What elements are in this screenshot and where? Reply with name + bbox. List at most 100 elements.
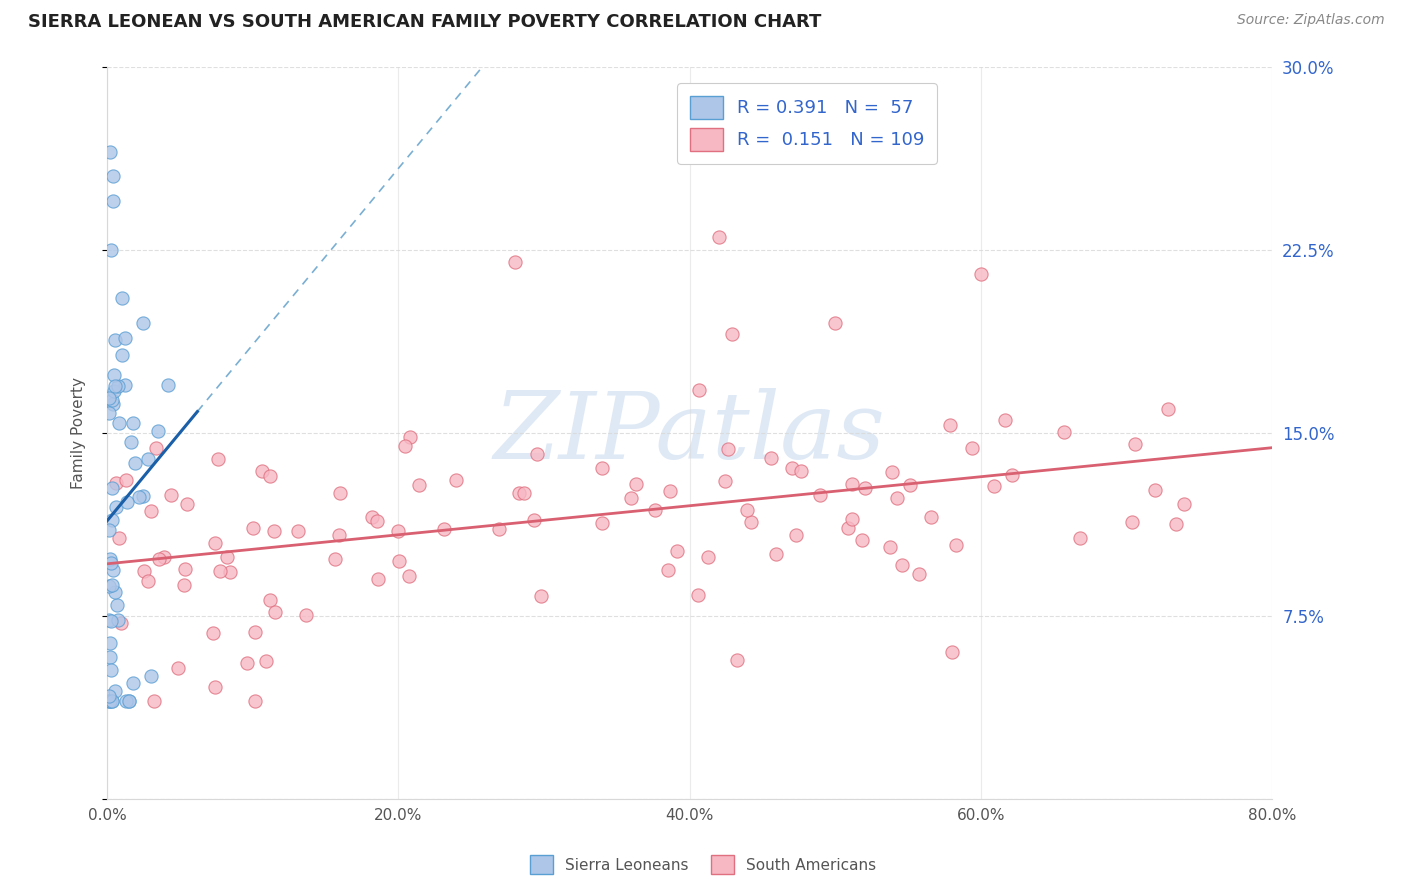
Point <box>101 396 124 410</box>
Point <box>790 464 813 478</box>
Point <box>104 684 127 698</box>
Point <box>735 502 758 516</box>
Point <box>98 636 121 650</box>
Point <box>503 255 526 269</box>
Point <box>100 556 122 570</box>
Point <box>688 383 710 397</box>
Point <box>1143 483 1166 498</box>
Point <box>1173 497 1195 511</box>
Point <box>207 451 229 466</box>
Point <box>143 694 166 708</box>
Point <box>250 463 273 477</box>
Point <box>785 527 807 541</box>
Point <box>100 615 122 629</box>
Point <box>841 477 863 491</box>
Point <box>204 536 226 550</box>
Point <box>101 513 124 527</box>
Point <box>134 564 156 578</box>
Point <box>366 514 388 528</box>
Point <box>115 495 138 509</box>
Point <box>1052 425 1074 439</box>
Point <box>114 473 136 487</box>
Point <box>591 516 613 530</box>
Point <box>665 543 688 558</box>
Point <box>530 590 553 604</box>
Point <box>101 481 124 495</box>
Point <box>100 243 122 257</box>
Point <box>157 378 180 392</box>
Point <box>697 549 720 564</box>
Point <box>714 474 737 488</box>
Point <box>851 533 873 548</box>
Point <box>145 441 167 455</box>
Legend: R = 0.391   N =  57, R =  0.151   N = 109: R = 0.391 N = 57, R = 0.151 N = 109 <box>678 83 936 163</box>
Point <box>387 524 409 538</box>
Point <box>1164 516 1187 531</box>
Point <box>100 664 122 678</box>
Point <box>853 481 876 495</box>
Point <box>111 348 134 362</box>
Legend: Sierra Leoneans, South Americans: Sierra Leoneans, South Americans <box>523 849 883 880</box>
Point <box>121 416 143 430</box>
Point <box>120 435 142 450</box>
Point <box>808 488 831 502</box>
Point <box>139 669 162 683</box>
Point <box>173 578 195 592</box>
Point <box>97 391 120 405</box>
Point <box>513 486 536 500</box>
Point <box>960 441 983 455</box>
Point <box>920 509 942 524</box>
Point <box>433 522 456 536</box>
Point <box>236 656 259 670</box>
Point <box>626 477 648 491</box>
Point <box>1123 437 1146 451</box>
Point <box>941 645 963 659</box>
Point <box>263 524 285 538</box>
Point <box>148 552 170 566</box>
Point <box>98 145 121 159</box>
Point <box>259 593 281 607</box>
Point <box>132 489 155 503</box>
Point <box>114 331 136 345</box>
Point <box>101 194 124 208</box>
Point <box>388 554 411 568</box>
Point <box>983 479 1005 493</box>
Point <box>122 675 145 690</box>
Point <box>591 461 613 475</box>
Point <box>146 424 169 438</box>
Point <box>217 549 239 564</box>
Point <box>970 267 993 281</box>
Point <box>104 334 127 348</box>
Point <box>880 465 903 479</box>
Point <box>242 521 264 535</box>
Point <box>398 429 420 443</box>
Point <box>361 510 384 524</box>
Point <box>287 524 309 539</box>
Point <box>114 694 136 708</box>
Point <box>688 588 710 602</box>
Point <box>101 578 124 592</box>
Point <box>886 491 908 505</box>
Point <box>243 624 266 639</box>
Point <box>132 316 155 330</box>
Point <box>644 503 666 517</box>
Point <box>98 578 121 592</box>
Point <box>725 653 748 667</box>
Point <box>100 694 122 708</box>
Point <box>108 531 131 545</box>
Point <box>97 406 120 420</box>
Point <box>100 552 122 566</box>
Point <box>254 654 277 668</box>
Point <box>444 473 467 487</box>
Point <box>128 490 150 504</box>
Point <box>108 417 131 431</box>
Point <box>101 393 124 408</box>
Point <box>264 605 287 619</box>
Point <box>394 439 416 453</box>
Point <box>824 316 846 330</box>
Point <box>97 689 120 703</box>
Point <box>658 484 681 499</box>
Point <box>994 413 1017 427</box>
Point <box>243 694 266 708</box>
Point <box>97 694 120 708</box>
